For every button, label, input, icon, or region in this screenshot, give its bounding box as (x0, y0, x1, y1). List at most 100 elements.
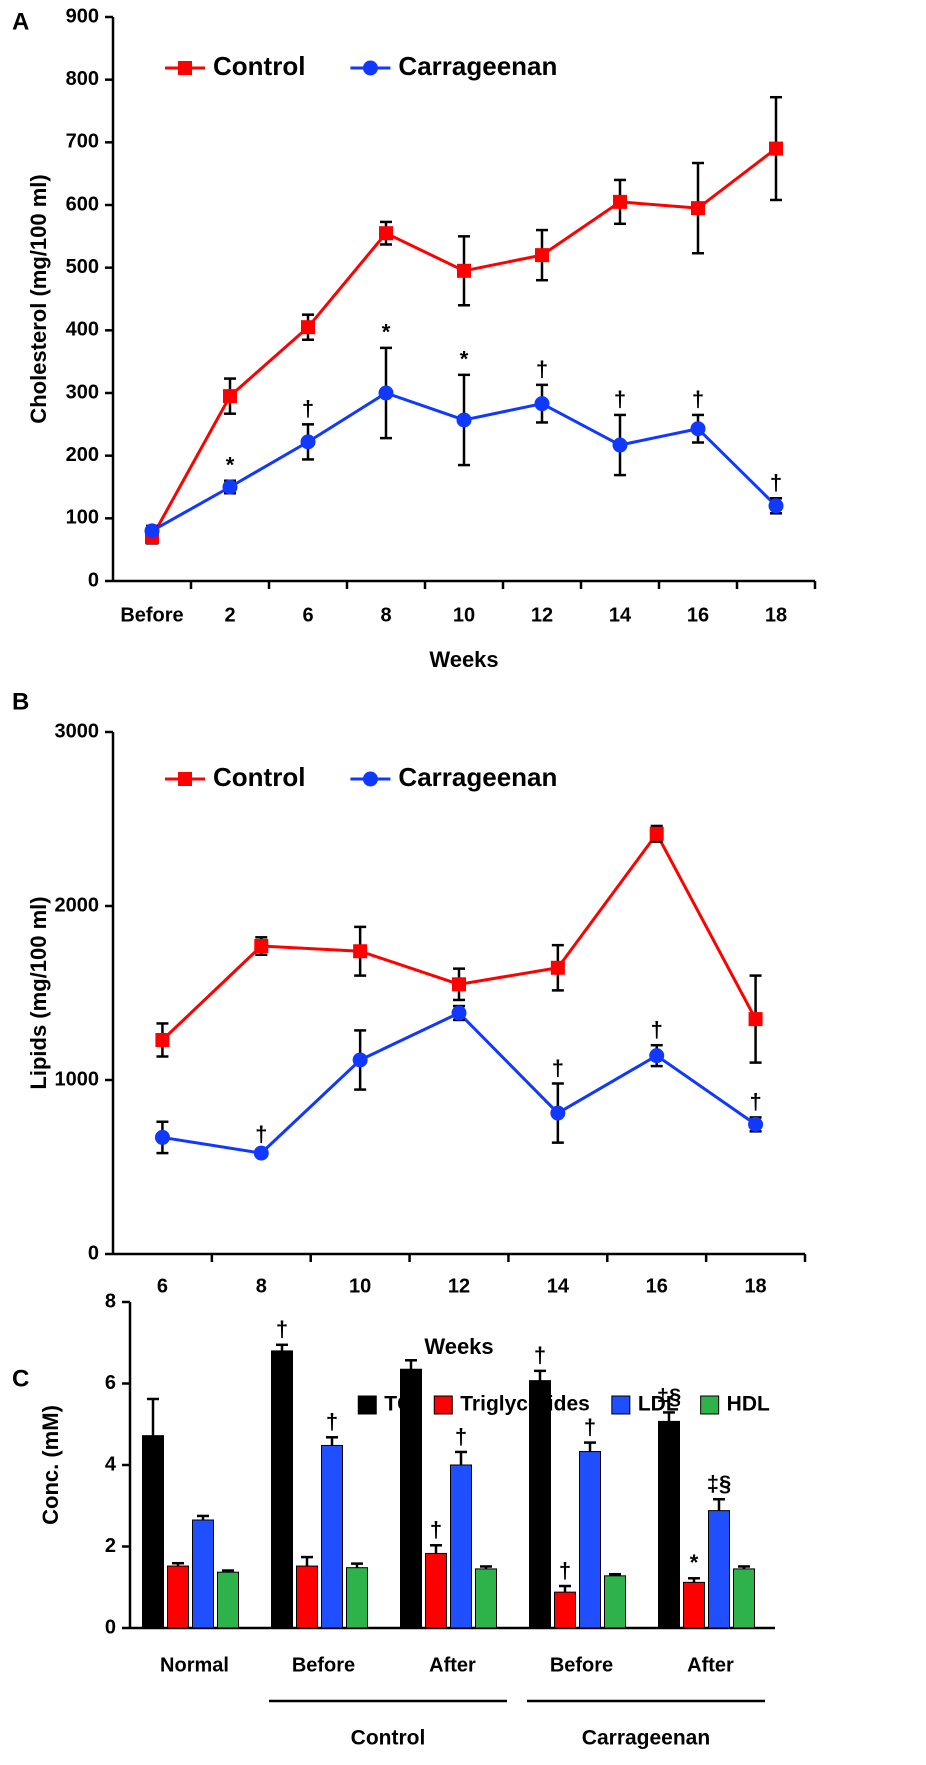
legend-label: Carrageenan (398, 762, 557, 792)
marker (253, 1145, 269, 1161)
x-tick-label: After (687, 1654, 734, 1676)
legend-marker (362, 60, 378, 76)
marker (691, 201, 705, 216)
marker (535, 248, 549, 263)
y-tick-label: 2000 (55, 894, 100, 916)
legend-label: TC (384, 1393, 412, 1416)
annotation: † (536, 357, 548, 382)
y-tick-label: 1000 (55, 1068, 100, 1090)
y-tick-label: 0 (88, 1242, 99, 1264)
panel-label: A (12, 8, 29, 35)
marker (352, 1052, 368, 1068)
bar (425, 1552, 447, 1629)
x-axis-label: Weeks (424, 1334, 493, 1359)
series-line (162, 1011, 757, 1155)
marker (649, 826, 664, 841)
legend-swatch (357, 1395, 377, 1415)
y-tick-label: 4 (105, 1453, 117, 1475)
marker (300, 434, 316, 450)
group-label: Carrageenan (582, 1727, 710, 1750)
annotation: * (382, 320, 391, 345)
y-tick-label: 6 (105, 1372, 116, 1394)
x-tick-label: 12 (531, 604, 553, 626)
y-tick-label: 0 (88, 569, 99, 591)
x-tick-label: 10 (349, 1275, 371, 1297)
annotation: * (460, 347, 469, 372)
bar (296, 1565, 318, 1629)
x-tick-label: 14 (547, 1275, 570, 1297)
marker (534, 396, 550, 412)
y-tick-label: 300 (66, 381, 99, 403)
annotation: * (226, 453, 235, 478)
x-axis-label: Weeks (429, 647, 498, 672)
bar (400, 1368, 422, 1629)
y-axis-label: Cholesterol (mg/100 ml) (26, 174, 51, 423)
marker (649, 1048, 665, 1064)
marker (456, 412, 472, 428)
x-tick-label: 2 (224, 604, 235, 626)
y-tick-label: 8 (105, 1290, 116, 1312)
marker (613, 194, 627, 209)
marker (379, 226, 393, 241)
bar (683, 1581, 705, 1629)
annotation: † (692, 387, 704, 412)
legend-marker (178, 772, 192, 786)
y-axis-label: Conc. (mM) (38, 1405, 63, 1525)
marker (222, 479, 238, 495)
legend-marker (362, 771, 378, 787)
marker (223, 389, 237, 404)
annotation: † (749, 1089, 761, 1114)
bar (708, 1510, 730, 1629)
x-tick-label: After (429, 1654, 476, 1676)
x-tick-label: 6 (302, 604, 313, 626)
bar (733, 1568, 755, 1629)
x-tick-label: 6 (157, 1275, 168, 1297)
bar (529, 1380, 551, 1629)
legend-label: Carrageenan (398, 51, 557, 81)
annotation: † (455, 1424, 467, 1449)
bar (554, 1591, 576, 1629)
x-tick-label: 16 (687, 604, 709, 626)
marker (254, 939, 269, 954)
marker (378, 385, 394, 401)
annotation: † (770, 470, 782, 495)
bar (346, 1567, 368, 1629)
x-tick-label: Normal (160, 1654, 229, 1676)
y-tick-label: 800 (66, 68, 99, 90)
marker (155, 1032, 170, 1047)
x-tick-label: Before (120, 604, 183, 626)
legend: TC Triglycerides LDL HDL (357, 1393, 770, 1416)
y-tick-label: 400 (66, 319, 99, 341)
annotation: ‡§ (707, 1471, 731, 1496)
legend-swatch (433, 1395, 453, 1415)
marker (353, 944, 368, 959)
panel-label: C (12, 1365, 29, 1392)
x-tick-label: 16 (646, 1275, 668, 1297)
annotation: † (614, 387, 626, 412)
annotation: ‡§ (657, 1384, 681, 1409)
annotation: * (690, 1550, 699, 1575)
x-tick-label: Before (292, 1654, 355, 1676)
x-tick-label: 10 (453, 604, 475, 626)
bar (450, 1464, 472, 1629)
y-tick-label: 900 (66, 5, 99, 27)
x-tick-label: Before (550, 1654, 613, 1676)
y-tick-label: 700 (66, 131, 99, 153)
y-tick-label: 500 (66, 256, 99, 278)
legend: Control Carrageenan (165, 762, 557, 792)
x-tick-label: 14 (609, 604, 632, 626)
marker (452, 977, 466, 992)
legend: Control Carrageenan (165, 51, 557, 81)
legend-label: HDL (727, 1393, 770, 1416)
marker (550, 960, 565, 975)
x-tick-label: 18 (744, 1275, 766, 1297)
marker (457, 263, 471, 278)
marker (769, 141, 783, 156)
annotation: † (326, 1409, 338, 1434)
legend-label: Triglycerides (460, 1393, 590, 1416)
annotation: † (255, 1121, 267, 1146)
x-tick-label: 8 (256, 1275, 267, 1297)
y-tick-label: 600 (66, 193, 99, 215)
annotation: † (584, 1414, 596, 1439)
